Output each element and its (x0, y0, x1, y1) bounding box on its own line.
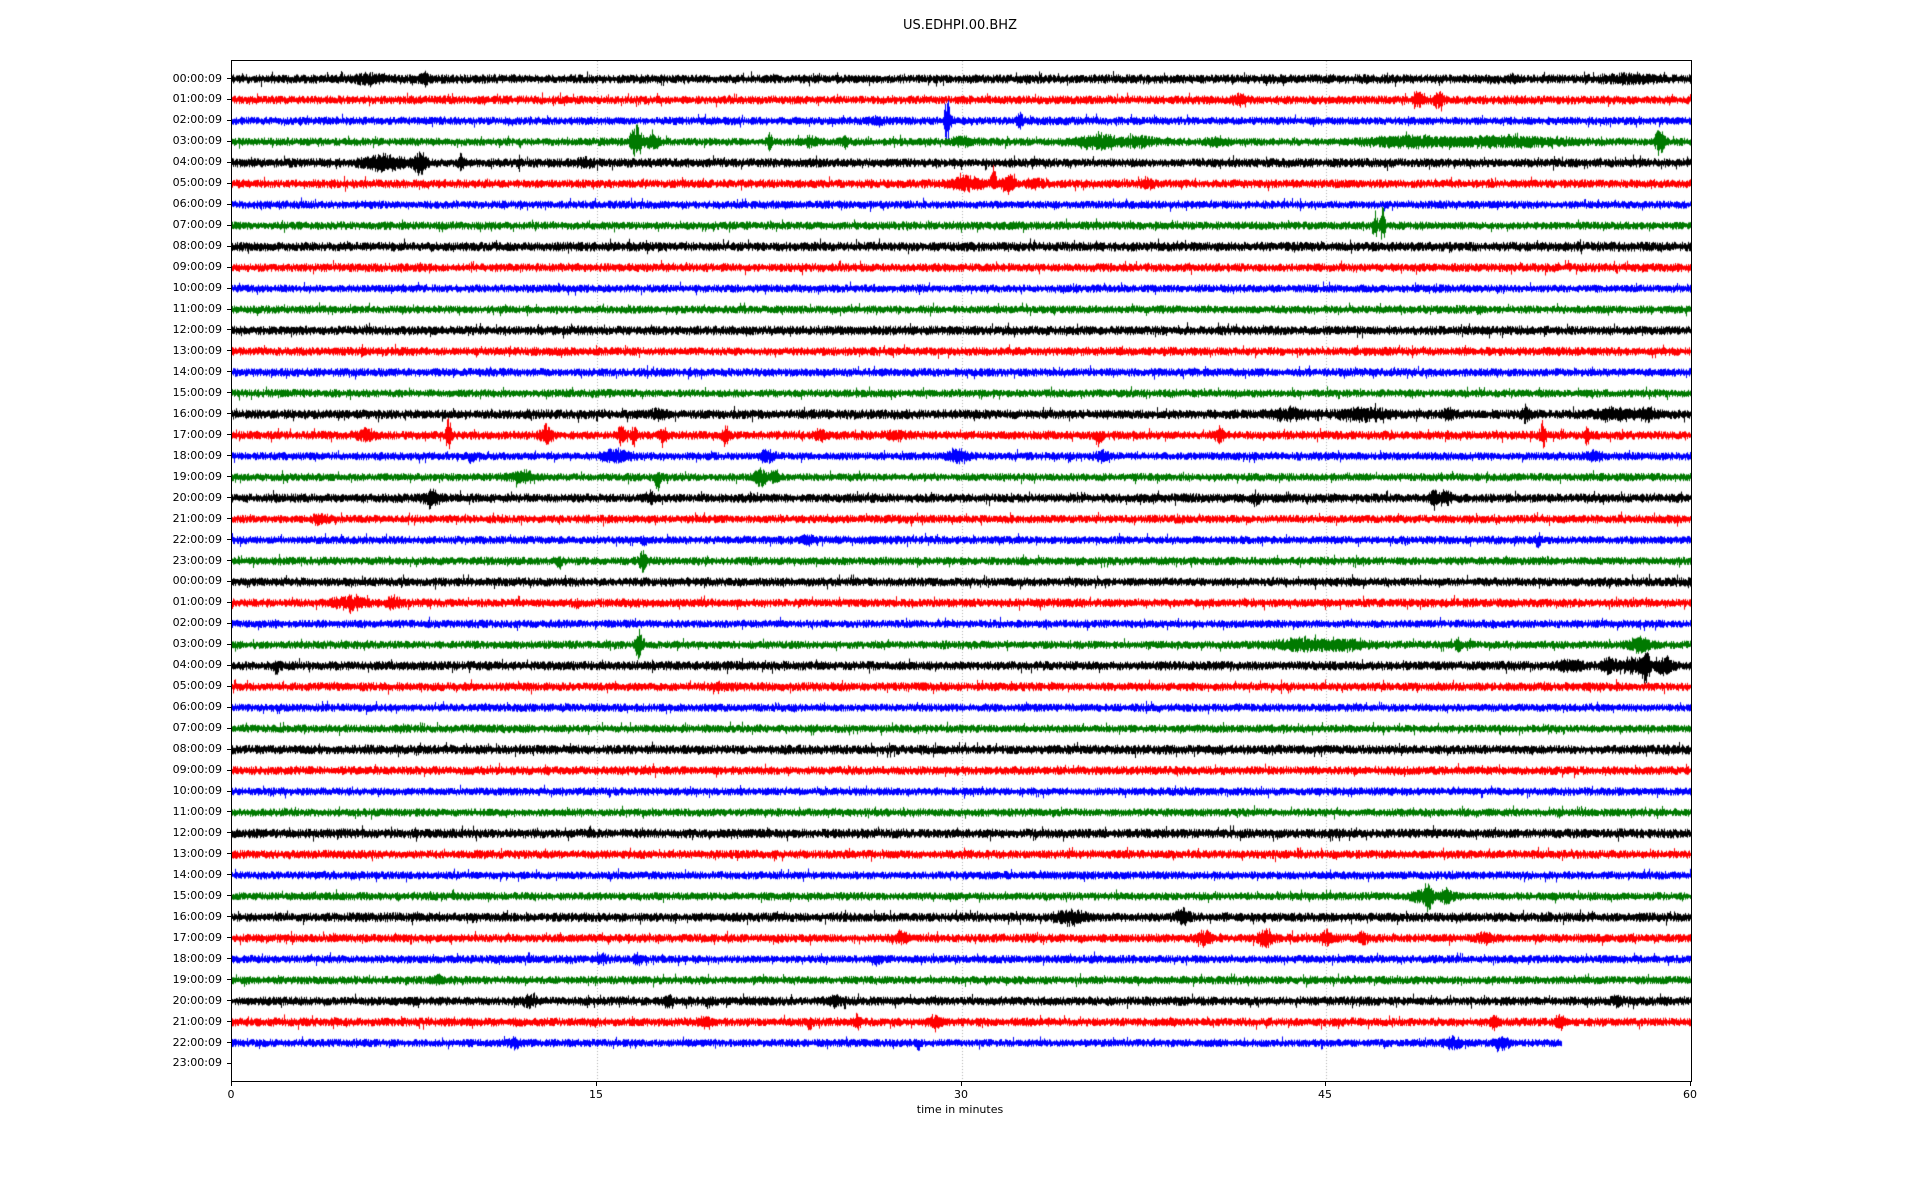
x-tick-label: 15 (589, 1088, 603, 1101)
y-tick-label: 16:00:09 (172, 406, 222, 420)
y-tick-label: 20:00:09 (172, 993, 222, 1007)
x-tick-mark (231, 1082, 232, 1086)
y-tick-label: 21:00:09 (172, 1014, 222, 1028)
y-tick-label: 22:00:09 (172, 532, 222, 546)
x-tick-label: 45 (1318, 1088, 1332, 1101)
y-tick-label: 15:00:09 (172, 385, 222, 399)
y-tick-label: 14:00:09 (172, 867, 222, 881)
waveform-canvas (232, 61, 1691, 1081)
x-tick-mark (1325, 1082, 1326, 1086)
y-tick-label: 01:00:09 (172, 92, 222, 106)
y-tick-label: 11:00:09 (172, 804, 222, 818)
y-tick-label: 09:00:09 (172, 763, 222, 777)
x-tick-label: 30 (954, 1088, 968, 1101)
y-tick-label: 17:00:09 (172, 427, 222, 441)
x-tick-label: 0 (227, 1088, 235, 1101)
y-tick-label: 18:00:09 (172, 951, 222, 965)
x-tick-mark (596, 1082, 597, 1086)
y-tick-label: 05:00:09 (172, 176, 222, 190)
y-tick-label: 07:00:09 (172, 218, 222, 232)
y-tick-label: 13:00:09 (172, 343, 222, 357)
y-tick-label: 23:00:09 (172, 553, 222, 567)
y-tick-label: 10:00:09 (172, 281, 222, 295)
y-tick-label: 08:00:09 (172, 742, 222, 756)
y-tick-label: 14:00:09 (172, 364, 222, 378)
y-tick-label: 00:00:09 (172, 574, 222, 588)
y-tick-label: 01:00:09 (172, 595, 222, 609)
y-tick-label: 00:00:09 (172, 71, 222, 85)
y-tick-label: 12:00:09 (172, 322, 222, 336)
x-tick-mark (961, 1082, 962, 1086)
y-tick-label: 07:00:09 (172, 721, 222, 735)
y-tick-label: 19:00:09 (172, 972, 222, 986)
plot-title: US.EDHPI.00.BHZ (903, 18, 1017, 33)
y-tick-label: 21:00:09 (172, 511, 222, 525)
y-tick-label: 10:00:09 (172, 784, 222, 798)
y-tick-label: 16:00:09 (172, 909, 222, 923)
y-tick-label: 06:00:09 (172, 197, 222, 211)
y-tick-label: 05:00:09 (172, 679, 222, 693)
y-tick-label: 20:00:09 (172, 490, 222, 504)
y-tick-label: 22:00:09 (172, 1035, 222, 1049)
y-tick-label: 09:00:09 (172, 260, 222, 274)
y-tick-label: 03:00:09 (172, 637, 222, 651)
y-tick-label: 03:00:09 (172, 134, 222, 148)
y-tick-label: 17:00:09 (172, 930, 222, 944)
y-tick-label: 13:00:09 (172, 846, 222, 860)
y-tick-label: 15:00:09 (172, 888, 222, 902)
y-tick-label: 23:00:09 (172, 1056, 222, 1070)
plot-area (231, 60, 1692, 1082)
y-tick-label: 02:00:09 (172, 616, 222, 630)
y-tick-label: 04:00:09 (172, 155, 222, 169)
y-tick-label: 06:00:09 (172, 700, 222, 714)
y-tick-label: 04:00:09 (172, 658, 222, 672)
x-tick-mark (1690, 1082, 1691, 1086)
y-tick-label: 18:00:09 (172, 448, 222, 462)
x-axis-label: time in minutes (916, 1103, 1004, 1116)
y-tick-label: 19:00:09 (172, 469, 222, 483)
y-tick-label: 11:00:09 (172, 302, 222, 316)
y-tick-label: 02:00:09 (172, 113, 222, 127)
y-tick-label: 12:00:09 (172, 825, 222, 839)
y-tick-label: 08:00:09 (172, 239, 222, 253)
x-tick-label: 60 (1683, 1088, 1697, 1101)
